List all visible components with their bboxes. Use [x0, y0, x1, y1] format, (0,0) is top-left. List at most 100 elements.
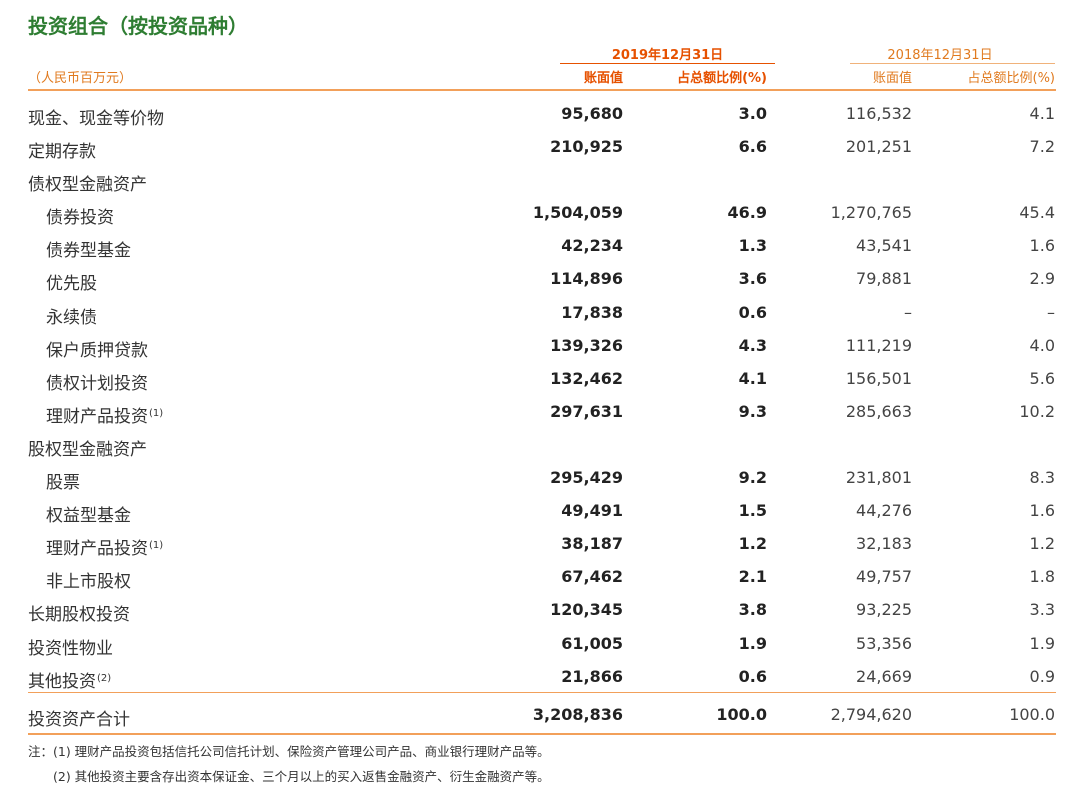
col-header-ratio-2019: 占总额比例(%) — [677, 71, 767, 86]
table-row: 债券投资 1,504,059 46.9 1,270,765 45.4 — [0, 197, 1080, 230]
table-row: 现金、现金等价物 95,680 3.0 116,532 4.1 — [0, 98, 1080, 131]
year-header-2018: 2018年12月31日 — [887, 48, 993, 63]
total-divider-top — [28, 692, 1056, 693]
row-ratio-2018: 2.9 — [1029, 269, 1055, 289]
row-value-2019: 120,345 — [550, 600, 623, 620]
row-value-2019: 49,491 — [561, 501, 623, 521]
row-value-2018: 24,669 — [856, 666, 912, 686]
footnote-marker: (1) — [149, 540, 164, 552]
row-label: 定期存款 — [28, 142, 96, 163]
row-ratio-2018: 1.6 — [1029, 501, 1055, 521]
row-value-2018: 156,501 — [845, 368, 912, 388]
row-ratio-2019: 1.3 — [738, 236, 767, 256]
page-title: 投资组合（按投资品种） — [28, 14, 248, 38]
row-ratio-2019: 0.6 — [738, 302, 767, 322]
row-ratio-2019: 1.9 — [738, 633, 767, 653]
footnote-marker: (2) — [97, 672, 112, 684]
row-label: 债权型金融资产 — [28, 175, 147, 196]
row-label: 现金、现金等价物 — [28, 109, 164, 129]
row-label: 债券型基金 — [46, 241, 131, 262]
col-header-book-value-2018: 账面值 — [872, 71, 912, 86]
table-row: 永续债 17,838 0.6 – – — [0, 297, 1080, 330]
row-ratio-2018: 8.3 — [1029, 468, 1055, 488]
row-ratio-2018: 4.0 — [1029, 335, 1055, 355]
year-underline-2018 — [850, 63, 1055, 64]
total-value-2018: 2,794,620 — [830, 705, 912, 724]
total-ratio-2019: 100.0 — [716, 705, 767, 724]
row-ratio-2019: 46.9 — [727, 203, 767, 223]
col-header-book-value-2019: 账面值 — [583, 71, 623, 86]
row-value-2019: 139,326 — [550, 335, 623, 355]
table-row: 定期存款 210,925 6.6 201,251 7.2 — [0, 131, 1080, 164]
row-ratio-2018: 4.1 — [1029, 104, 1055, 123]
row-label: 非上市股权 — [46, 572, 131, 593]
row-value-2019: 61,005 — [561, 633, 623, 653]
table-row: 投资性物业 61,005 1.9 53,356 1.9 — [0, 628, 1080, 661]
row-value-2018: 93,225 — [856, 600, 912, 620]
row-label: 永续债 — [46, 307, 97, 328]
row-label: 理财产品投资(1) — [46, 406, 164, 427]
row-value-2019: 114,896 — [550, 269, 623, 289]
table-row: 债权型金融资产 — [0, 164, 1080, 197]
row-label: 投资性物业 — [28, 638, 113, 659]
col-header-ratio-2018: 占总额比例(%) — [967, 71, 1056, 86]
row-value-2018: 79,881 — [856, 269, 912, 289]
row-ratio-2018: 5.6 — [1029, 368, 1055, 388]
row-ratio-2019: 4.1 — [738, 368, 767, 388]
header-divider — [28, 89, 1056, 91]
row-value-2019: 132,462 — [550, 368, 623, 388]
row-ratio-2019: 4.3 — [738, 335, 767, 355]
row-ratio-2019: 2.1 — [738, 567, 767, 587]
row-label: 股票 — [46, 473, 80, 494]
row-value-2018: 111,219 — [845, 335, 912, 355]
row-value-2018: 1,270,765 — [830, 203, 912, 223]
footnote-1: 注：(1) 理财产品投资包括信托公司信托计划、保险资产管理公司产品、商业银行理财… — [28, 744, 550, 759]
row-label: 股权型金融资产 — [28, 439, 147, 460]
row-value-2018: – — [904, 302, 912, 322]
table-row: 债权计划投资 132,462 4.1 156,501 5.6 — [0, 363, 1080, 396]
row-value-2019: 17,838 — [561, 302, 623, 322]
row-value-2018: 43,541 — [856, 236, 912, 256]
row-value-2019: 210,925 — [550, 137, 623, 157]
row-value-2019: 42,234 — [561, 236, 623, 256]
total-label: 投资资产合计 — [28, 710, 130, 730]
row-label: 债券投资 — [46, 208, 114, 229]
row-ratio-2018: – — [1047, 302, 1055, 322]
row-ratio-2019: 1.5 — [738, 501, 767, 521]
row-label: 债权计划投资 — [46, 373, 148, 394]
row-label: 长期股权投资 — [28, 605, 130, 626]
row-label: 优先股 — [46, 274, 97, 295]
table-row: 保户质押贷款 139,326 4.3 111,219 4.0 — [0, 330, 1080, 363]
footnote-2: (2) 其他投资主要含存出资本保证金、三个月以上的买入返售金融资产、衍生金融资产… — [53, 769, 550, 784]
row-value-2019: 21,866 — [561, 666, 623, 686]
table-row: 理财产品投资(1) 38,187 1.2 32,183 1.2 — [0, 528, 1080, 561]
row-ratio-2019: 3.8 — [738, 600, 767, 620]
row-label: 其他投资(2) — [28, 671, 112, 692]
row-value-2019: 297,631 — [550, 401, 623, 421]
row-value-2019: 1,504,059 — [532, 203, 623, 223]
row-label: 权益型基金 — [46, 506, 131, 527]
row-ratio-2018: 45.4 — [1019, 203, 1055, 223]
table-row: 非上市股权 67,462 2.1 49,757 1.8 — [0, 561, 1080, 594]
total-row: 投资资产合计 3,208,836 100.0 2,794,620 100.0 — [0, 702, 1080, 730]
row-value-2018: 44,276 — [856, 501, 912, 521]
column-header-row: （人民币百万元） 账面值 占总额比例(%) 账面值 占总额比例(%) — [0, 67, 1080, 87]
row-ratio-2018: 10.2 — [1019, 401, 1055, 421]
row-ratio-2019: 1.2 — [738, 534, 767, 554]
row-ratio-2018: 1.9 — [1029, 633, 1055, 653]
row-ratio-2019: 9.2 — [738, 468, 767, 488]
row-label: 保户质押贷款 — [46, 340, 148, 361]
table-row: 权益型基金 49,491 1.5 44,276 1.6 — [0, 495, 1080, 528]
total-value-2019: 3,208,836 — [532, 705, 623, 724]
row-ratio-2018: 1.8 — [1029, 567, 1055, 587]
row-value-2018: 231,801 — [845, 468, 912, 488]
row-value-2018: 49,757 — [856, 567, 912, 587]
table-row: 长期股权投资 120,345 3.8 93,225 3.3 — [0, 594, 1080, 627]
table-row: 其他投资(2) 21,866 0.6 24,669 0.9 — [0, 661, 1080, 694]
row-value-2018: 116,532 — [845, 104, 912, 123]
row-value-2019: 38,187 — [561, 534, 623, 554]
table-row: 理财产品投资(1) 297,631 9.3 285,663 10.2 — [0, 396, 1080, 429]
row-ratio-2019: 0.6 — [738, 666, 767, 686]
year-header-2019: 2019年12月31日 — [611, 48, 724, 63]
row-ratio-2019: 6.6 — [738, 137, 767, 157]
